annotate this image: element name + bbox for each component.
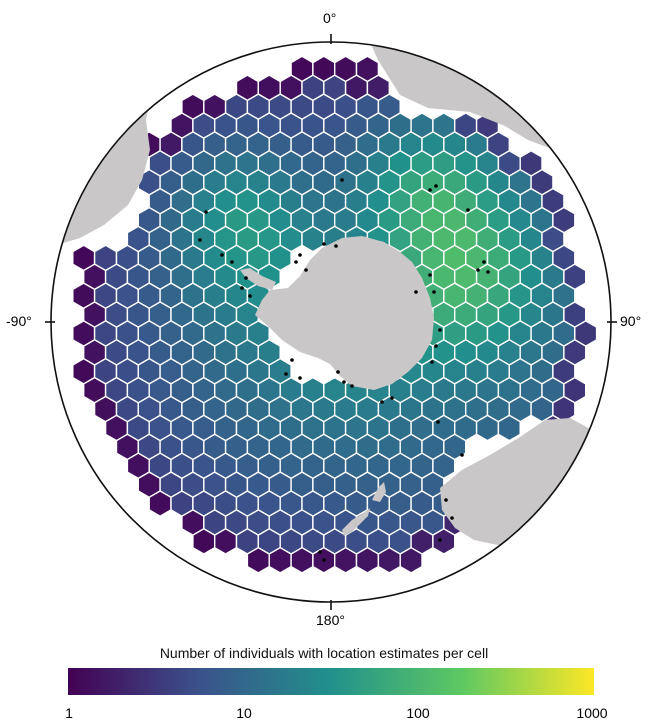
- legend-tick-100: 100: [406, 705, 430, 721]
- south-polar-hex-map: [45, 34, 617, 610]
- location-dot: [230, 260, 234, 264]
- location-dot: [434, 184, 438, 188]
- location-dot: [340, 178, 344, 182]
- location-dot: [390, 396, 394, 400]
- antarctica-landmass: [255, 236, 434, 390]
- location-dot: [414, 290, 418, 294]
- hex-cell: [432, 527, 456, 555]
- location-dot: [430, 360, 434, 364]
- location-dot: [298, 376, 302, 380]
- location-dot: [438, 328, 442, 332]
- location-dot: [322, 558, 326, 562]
- location-dot: [334, 244, 338, 248]
- hex-cell: [148, 490, 172, 518]
- location-dot: [486, 270, 490, 274]
- hex-cell: [377, 546, 401, 574]
- legend-tick-1: 1: [65, 705, 73, 721]
- hex-cell: [213, 527, 238, 555]
- graticule-label-left: -90°: [6, 313, 32, 329]
- location-dot: [284, 372, 288, 376]
- antarctic-peninsula: [240, 268, 276, 290]
- location-dot: [350, 384, 354, 388]
- location-dot: [432, 290, 436, 294]
- hex-cell: [355, 546, 380, 574]
- new-zealand-south-island: [342, 508, 370, 536]
- location-dot: [294, 260, 298, 264]
- location-dot: [436, 420, 440, 424]
- hex-cell: [399, 546, 423, 574]
- hex-cell: [301, 225, 325, 253]
- new-zealand-north-island: [372, 482, 386, 502]
- location-dot: [428, 188, 432, 192]
- tracking-location-dots: [198, 178, 490, 562]
- hex-cell: [192, 527, 216, 555]
- hex-cell: [246, 546, 270, 574]
- hex-cell: [334, 546, 358, 574]
- hex-cell: [475, 414, 500, 442]
- graticule-label-bottom: 180°: [316, 612, 345, 628]
- hex-cell: [497, 414, 521, 442]
- location-dot: [198, 238, 202, 242]
- location-dot: [290, 358, 294, 362]
- location-dot: [450, 516, 454, 520]
- location-dot: [298, 253, 302, 257]
- location-dot: [248, 294, 252, 298]
- hex-cell: [290, 546, 314, 574]
- location-dot: [304, 268, 308, 272]
- location-dot: [438, 538, 442, 542]
- location-dot: [318, 550, 322, 554]
- location-dot: [244, 276, 248, 280]
- location-dot: [336, 370, 340, 374]
- hex-cell: [268, 546, 292, 574]
- location-dot: [460, 453, 464, 457]
- location-dot: [476, 268, 480, 272]
- location-dot: [380, 400, 384, 404]
- graticule-label-top: 0°: [323, 10, 337, 26]
- location-dot: [240, 286, 244, 290]
- legend-tick-1000: 1000: [576, 705, 608, 721]
- location-dot: [444, 498, 448, 502]
- location-dot: [322, 242, 326, 246]
- location-dot: [342, 380, 346, 384]
- legend-tick-10: 10: [236, 705, 252, 721]
- location-dot: [220, 253, 224, 257]
- legend-colorbar: [68, 668, 594, 695]
- location-dot: [204, 210, 208, 214]
- graticule-label-right: 90°: [620, 313, 642, 329]
- location-dot: [428, 273, 432, 277]
- hex-cell-layer: [72, 55, 598, 574]
- legend-title: Number of individuals with location esti…: [159, 645, 489, 661]
- location-dot: [434, 344, 438, 348]
- location-dot: [482, 260, 486, 264]
- location-dot: [466, 208, 470, 212]
